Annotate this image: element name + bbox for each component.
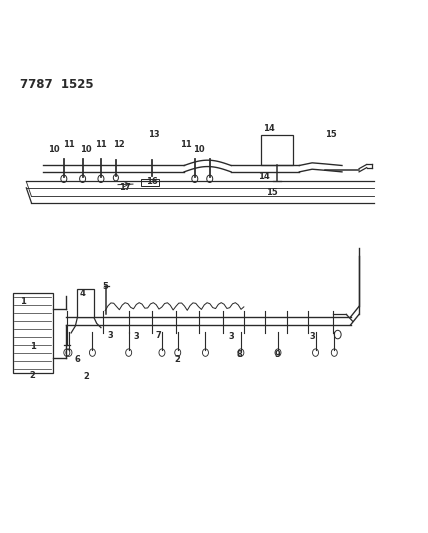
Text: 14: 14 <box>263 124 274 133</box>
Text: 10: 10 <box>193 145 205 154</box>
Bar <box>142 179 159 185</box>
Bar <box>261 135 293 165</box>
Text: 3: 3 <box>309 332 315 341</box>
Bar <box>77 289 94 317</box>
Text: 6: 6 <box>74 355 80 364</box>
Text: 5: 5 <box>102 282 108 291</box>
Text: 1: 1 <box>30 342 36 351</box>
Text: 1: 1 <box>20 296 26 305</box>
Text: 10: 10 <box>80 145 92 154</box>
Text: 11: 11 <box>63 140 75 149</box>
Text: 3: 3 <box>134 332 139 341</box>
Text: 13: 13 <box>149 130 160 139</box>
Text: 16: 16 <box>146 177 158 186</box>
Text: 9: 9 <box>274 350 280 359</box>
Text: 2: 2 <box>175 355 181 364</box>
Text: 12: 12 <box>113 140 125 149</box>
Text: 8: 8 <box>237 350 243 359</box>
Bar <box>13 293 53 373</box>
Text: 11: 11 <box>180 140 192 149</box>
Text: 7: 7 <box>156 331 161 340</box>
Text: 15: 15 <box>266 188 277 197</box>
Text: 3: 3 <box>108 331 114 340</box>
Text: 2: 2 <box>83 372 89 381</box>
Text: 4: 4 <box>80 288 86 297</box>
Text: 10: 10 <box>48 145 60 154</box>
Text: 11: 11 <box>95 140 107 149</box>
Text: 3: 3 <box>228 332 234 341</box>
Text: 7787  1525: 7787 1525 <box>20 78 93 91</box>
Text: 17: 17 <box>119 183 130 192</box>
Text: 15: 15 <box>325 130 337 139</box>
Text: 2: 2 <box>30 371 36 380</box>
Text: 14: 14 <box>259 172 270 181</box>
